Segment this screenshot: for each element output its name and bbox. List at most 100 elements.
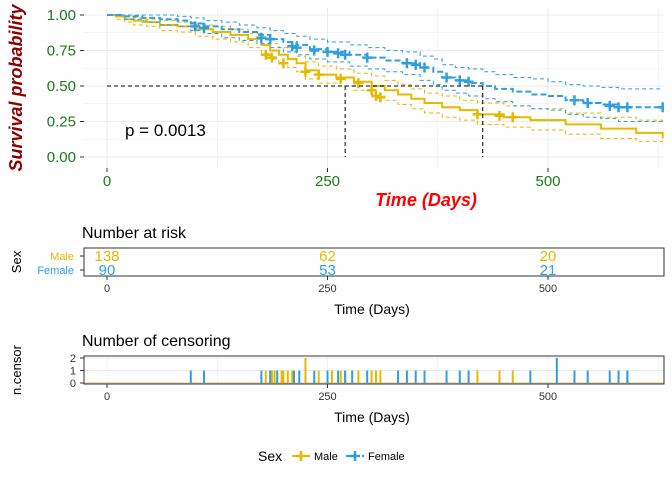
censor-bar-female [298,370,301,383]
km-axes: 0.00 0.25 0.50 0.75 1.00 0 250 500 [47,7,561,190]
km-censor-mark-female [362,52,373,63]
risk-table-xlabel: Time (Days) [334,301,410,317]
censor-bar-male [370,370,373,383]
risk-xtick-label: 500 [539,283,557,295]
censor-bar-male [291,370,294,383]
censor-ytick-label: 1 [70,366,76,378]
censor-bar-male [304,358,307,383]
km-xtick-label: 0 [103,173,111,190]
censor-xtick-label: 500 [539,391,557,403]
km-censor-mark-female [291,42,302,53]
km-gridlines [84,8,664,168]
censor-bar-male [379,370,382,383]
censor-xlabel: Time (Days) [334,409,410,425]
pvalue-annotation: p = 0.0013 [125,121,206,140]
censor-bar-female [423,370,426,383]
km-censor-mark-female [309,45,320,56]
censor-gridlines [84,356,664,384]
censor-bars [189,358,629,383]
censor-bar-male [282,370,285,383]
risk-xtick-label: 0 [104,283,110,295]
censor-bar-female [626,370,629,383]
km-xlabel: Time (Days) [375,190,477,210]
risk-row-label-male: Male [50,251,74,263]
km-censor-mark-female [410,59,421,70]
censor-bar-female [203,370,206,383]
km-ytick-label: 0.00 [47,149,76,166]
censor-bar-female [458,370,461,383]
km-censor-mark-female [582,98,593,109]
censor-bar-male [498,370,501,383]
legend-title: Sex [258,448,282,464]
risk-cell-male: 138 [94,248,119,265]
km-censor-mark-male [260,49,271,60]
censor-bar-female [344,370,347,383]
censor-bar-female [276,370,279,383]
risk-cell-female: 21 [540,262,557,279]
km-censor-mark-female [333,48,344,59]
censor-bar-male [339,370,342,383]
risk-table-ylabel: Sex [9,250,24,273]
km-ytick-label: 0.50 [47,78,76,95]
km-ytick-label: 0.25 [47,114,76,131]
km-censor-mark-female [340,49,351,60]
legend-plus-icon-male [296,451,306,461]
km-censor-mark-male [507,112,518,123]
censor-bar-female [292,370,295,383]
risk-row-label-female: Female [37,265,74,277]
km-median-lines [107,85,484,157]
km-censor-mark-male [366,85,377,96]
km-censor-mark-male [313,69,324,80]
km-censor-mark-female [604,100,615,111]
censor-xtick-label: 250 [318,391,336,403]
km-censor-mark-female [463,76,474,87]
censor-bar-male [286,370,289,383]
km-censor-mark-female [419,62,430,73]
censor-bar-female [397,370,400,383]
censor-bar-male [270,370,273,383]
km-censor-mark-female [569,95,580,106]
censor-plot-title: Number of censoring [82,333,231,350]
km-censor-mark-female [613,102,624,113]
censor-bar-male [375,370,378,383]
censor-bar-female [313,370,316,383]
risk-cell-male: 20 [540,248,557,265]
km-censor-mark-female [657,102,664,113]
risk-cell-female: 90 [99,262,116,279]
risk-table-cells: 138 62 20 90 53 21 [94,248,556,279]
legend-items: Male Female [292,451,405,463]
km-ytick-label: 0.75 [47,43,76,60]
km-censor-mark-female [265,34,276,45]
risk-table: Number at risk 138 62 20 90 53 21 Male Female 0… [9,225,665,317]
censor-ytick-label: 0 [70,378,76,390]
legend-plus-icon-female [350,451,360,461]
km-censor-mark-female [454,75,465,86]
censor-bar-female [366,370,369,383]
km-censor-mark-female [622,102,633,113]
censor-bar-female [586,370,589,383]
km-ylabel: Survival probability [6,3,26,171]
km-censor-mark-male [335,73,346,84]
censor-bar-female [260,370,263,383]
censor-bar-female [414,370,417,383]
censor-bar-male [317,370,320,383]
censor-bar-female [269,370,272,383]
censor-bar-female [608,370,611,383]
risk-table-title: Number at risk [82,225,187,242]
censor-bar-female [529,370,532,383]
risk-table-panel [83,247,665,277]
risk-cell-male: 62 [319,248,336,265]
censor-bar-male [476,370,479,383]
km-censor-mark-male [472,109,483,120]
censor-bar-female [351,370,354,383]
km-panel-bg [84,8,664,168]
legend: Sex Male Female [258,448,405,464]
km-censor-mark-female [199,22,210,33]
km-censor-mark-male [375,92,386,103]
censor-bar-female [337,370,340,383]
km-xtick-label: 500 [535,173,560,190]
censor-xtick-label: 0 [104,391,110,403]
